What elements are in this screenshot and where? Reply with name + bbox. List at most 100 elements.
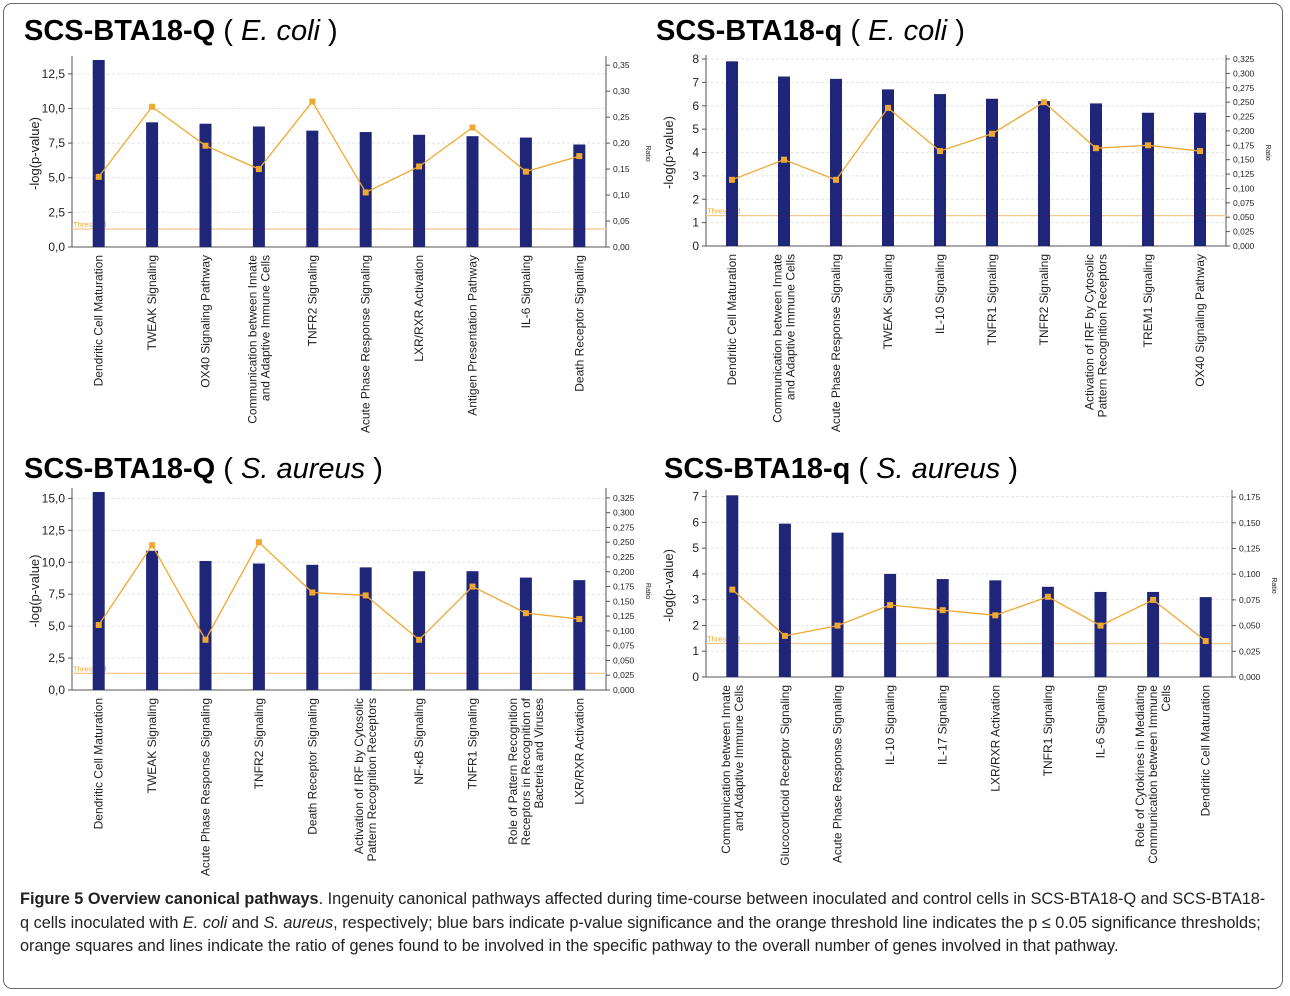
ratio-point xyxy=(1150,596,1157,603)
chart-svg: 0,0 2,5 5,0 7,5 10,0 12,5 0,00 0,05 0,10 0,15 0,20… xyxy=(27,56,651,433)
y-tick-label: 7 xyxy=(692,75,699,89)
y-tick-label: 5,0 xyxy=(48,171,65,185)
bar xyxy=(1038,101,1050,246)
x-tick-label: Death Receptor Signaling xyxy=(305,698,319,835)
chart-title: SCS-BTA18-q ( S. aureus ) xyxy=(664,452,1018,486)
chart-title: SCS-BTA18-Q ( S. aureus ) xyxy=(24,452,383,486)
ratio-point xyxy=(576,153,583,160)
y2-tick-label: 0,000 xyxy=(1233,241,1255,251)
ratio-point xyxy=(781,156,787,163)
y2-tick-label: 0,000 xyxy=(1239,672,1261,682)
bar xyxy=(934,94,946,246)
y2-tick-label: 0,15 xyxy=(613,164,630,174)
y2-tick-label: 0,325 xyxy=(1233,54,1255,64)
y2-tick-label: 0,20 xyxy=(613,138,630,148)
y-tick-label: 10,0 xyxy=(42,101,66,115)
x-tick-label: OX40 Signaling Pathway xyxy=(1193,254,1207,387)
y2-tick-label: 0,200 xyxy=(613,567,635,577)
chart-title-paren: ) xyxy=(947,15,965,47)
bar xyxy=(1041,586,1054,677)
ratio-point xyxy=(469,583,476,590)
y2-tick-label: 0,050 xyxy=(613,655,635,665)
bar xyxy=(936,579,949,677)
x-tick-label-line: Activation of IRF by Cytosolic xyxy=(1083,254,1097,410)
caption-organism: S. aureus xyxy=(263,913,334,932)
x-tick-label-line: TNFR2 Signaling xyxy=(1037,254,1051,345)
x-tick-label: TNFR2 Signaling xyxy=(305,255,319,346)
chart-title-main: SCS-BTA18-Q xyxy=(24,453,216,485)
x-tick-label: TREM1 Signaling xyxy=(1141,254,1155,347)
y-tick-label: 2,5 xyxy=(48,205,65,219)
ratio-point xyxy=(95,173,102,180)
x-tick-label: Acute Phase Response Signaling xyxy=(199,698,213,876)
ratio-point xyxy=(833,176,839,183)
y2-tick-label: 0,250 xyxy=(1233,97,1255,107)
x-tick-label: LXR/RXR Activation xyxy=(572,698,586,805)
bar xyxy=(1142,112,1154,246)
ratio-point xyxy=(989,130,995,137)
y2-tick-label: 0,100 xyxy=(613,626,635,636)
bar xyxy=(252,126,265,247)
ratio-point xyxy=(149,542,156,549)
caption-text: , respectively; blue bars indicate p-val… xyxy=(20,913,1261,956)
ratio-point xyxy=(522,610,529,617)
chart-panel-q-lower-ecoli: SCS-BTA18-q ( E. coli ) 0 1 2 3 4 5 6 7 8 0,000 0,… xyxy=(646,14,1286,454)
x-tick-label-line: OX40 Signaling Pathway xyxy=(1193,254,1207,387)
y2-tick-label: 0,000 xyxy=(613,685,635,695)
y2-tick-label: 0,050 xyxy=(1233,212,1255,222)
chart-title-paren: ( xyxy=(215,15,241,47)
x-tick-label-line: TWEAK Signaling xyxy=(881,254,895,349)
x-tick-label-line: IL-6 Signaling xyxy=(1094,685,1108,758)
bar xyxy=(306,564,319,690)
chart-title-main: SCS-BTA18-q xyxy=(664,453,851,485)
x-tick-label: Communication between Innateand Adaptive… xyxy=(245,255,272,424)
x-tick-label: TNFR2 Signaling xyxy=(1037,254,1051,345)
y-tick-label: 7 xyxy=(692,490,699,504)
x-tick-label-line: LXR/RXR Activation xyxy=(988,685,1002,792)
x-tick-label: TNFR1 Signaling xyxy=(1041,685,1055,776)
chart-title: SCS-BTA18-Q ( E. coli ) xyxy=(24,14,338,48)
y-tick-label: 5 xyxy=(692,122,699,136)
bar xyxy=(519,137,532,247)
y2-tick-label: 0,075 xyxy=(613,641,635,651)
y-tick-label: 6 xyxy=(692,99,699,113)
x-tick-label: LXR/RXR Activation xyxy=(988,685,1002,792)
y-tick-label: 3 xyxy=(692,593,699,607)
bar xyxy=(92,60,105,247)
x-tick-label: IL-6 Signaling xyxy=(519,255,533,328)
x-tick-label-line: Cells xyxy=(1159,685,1173,712)
x-tick-label-line: Role of Cytokines in Mediating xyxy=(1133,685,1147,847)
x-tick-label: IL-10 Signaling xyxy=(933,254,947,334)
x-tick-label: Role of Pattern RecognitionReceptors in … xyxy=(506,697,546,845)
x-tick-label: Glucocorticoid Receptor Signaling xyxy=(778,685,792,866)
y2-tick-label: 0,175 xyxy=(613,582,635,592)
x-tick-label-line: IL-10 Signaling xyxy=(933,254,947,334)
bar xyxy=(1194,112,1206,246)
y2-tick-label: 0,35 xyxy=(613,60,630,70)
x-tick-label-line: Pattern Recognition Receptors xyxy=(365,698,379,861)
y-tick-label: 10,0 xyxy=(42,555,66,569)
x-tick-label: Acute Phase Response Signaling xyxy=(829,254,843,432)
x-tick-label: Activation of IRF by CytosolicPattern Re… xyxy=(352,698,379,861)
x-tick-label-line: Death Receptor Signaling xyxy=(305,698,319,835)
bar xyxy=(1094,591,1107,677)
x-tick-label-line: and Adaptive Immune Cells xyxy=(784,254,798,400)
x-tick-label-line: TNFR1 Signaling xyxy=(466,698,480,789)
x-tick-label-line: IL-17 Signaling xyxy=(936,685,950,765)
bar xyxy=(726,61,738,247)
x-tick-label: Dendritic Cell Maturation xyxy=(725,254,739,385)
x-tick-label-line: TWEAK Signaling xyxy=(145,698,159,793)
ratio-point xyxy=(1093,145,1099,152)
x-tick-label-line: Communication between Innate xyxy=(719,685,733,854)
y2-tick-label: 0,200 xyxy=(1233,126,1255,136)
x-tick-label-line: Acute Phase Response Signaling xyxy=(829,254,843,432)
y2-tick-label: 0,075 xyxy=(1239,595,1261,605)
x-tick-label: TWEAK Signaling xyxy=(881,254,895,349)
y2-tick-label: 0,050 xyxy=(1239,621,1261,631)
x-tick-label-line: IL-10 Signaling xyxy=(883,685,897,765)
x-tick-label-line: Receptors in Recognition of xyxy=(519,697,533,845)
caption-text: . Ingenuity canonical pathways affected … xyxy=(20,890,1266,932)
bar xyxy=(466,571,479,690)
y-axis-label: -log(p-value) xyxy=(27,117,42,190)
y-tick-label: 12,5 xyxy=(42,523,66,537)
